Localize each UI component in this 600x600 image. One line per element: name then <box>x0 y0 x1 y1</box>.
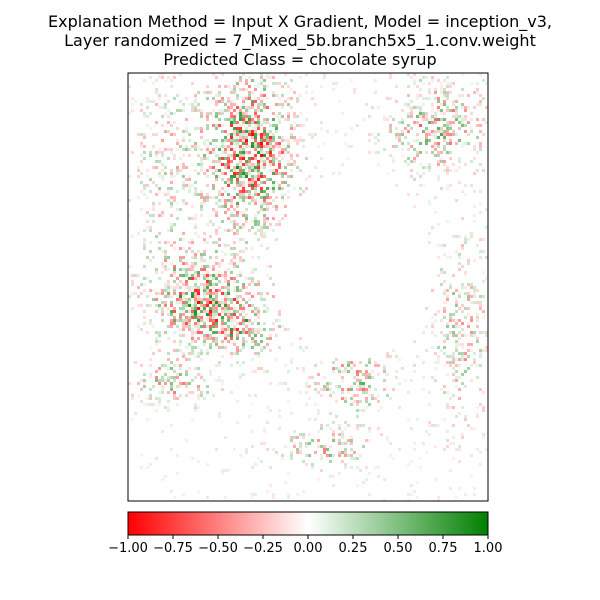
colorbar-ticks <box>127 535 489 539</box>
colorbar-tick-label: 0.75 <box>428 541 458 556</box>
colorbar-tick-label: −1.00 <box>108 541 148 556</box>
chart-title-line-1: Explanation Method = Input X Gradient, M… <box>47 12 552 31</box>
colorbar-tick-label: 0.00 <box>293 541 323 556</box>
colorbar-tick-label: 0.25 <box>338 541 368 556</box>
colorbar-tick-label: −0.50 <box>198 541 238 556</box>
colorbar-tick-label: 0.50 <box>383 541 413 556</box>
chart-title-line-3: Predicted Class = chocolate syrup <box>163 50 437 69</box>
colorbar-tick-label: −0.25 <box>243 541 283 556</box>
colorbar-tick-label: −0.75 <box>153 541 193 556</box>
heatmap-image <box>128 73 488 502</box>
colorbar-gradient <box>128 512 488 535</box>
heatmap-frame <box>127 72 489 502</box>
colorbar-tick-label: 1.00 <box>473 541 503 556</box>
chart-title-line-2: Layer randomized = 7_Mixed_5b.branch5x5_… <box>64 31 536 50</box>
